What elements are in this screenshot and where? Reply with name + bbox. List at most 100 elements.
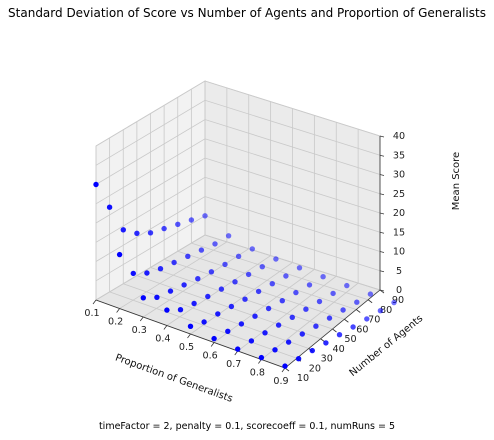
data-point [211, 335, 217, 342]
data-point [248, 338, 255, 344]
grid-line-y [191, 242, 369, 301]
data-point [289, 314, 295, 320]
data-point [177, 307, 184, 313]
data-point [242, 296, 248, 302]
x-tick [139, 316, 144, 322]
data-point [134, 230, 140, 236]
grid-line-z [95, 138, 381, 205]
grid-line-z [95, 234, 381, 301]
data-point [336, 332, 343, 338]
y-tick-label: 50 [344, 334, 356, 345]
data-point [245, 271, 252, 278]
data-point [273, 256, 279, 262]
z-tick-label: 35 [393, 150, 405, 161]
data-point [208, 269, 215, 275]
x-tick [116, 308, 120, 313]
data-point [306, 282, 313, 288]
z-tick [379, 154, 385, 157]
z-tick [379, 231, 385, 234]
data-point [255, 288, 262, 295]
data-point [191, 300, 197, 307]
data-point [279, 298, 285, 304]
scatter-3d-plot: 0.10.20.30.40.50.60.70.80.9 1020304050607… [84, 80, 462, 405]
data-point [93, 181, 99, 188]
data-point [147, 230, 154, 236]
grid-line-z [95, 119, 381, 185]
data-point [391, 299, 397, 306]
data-point [144, 270, 150, 276]
z-tick-label: 40 [393, 131, 405, 142]
z-tick-label: 20 [393, 208, 405, 219]
x-tick-label: 0.5 [179, 342, 194, 353]
data-point [293, 289, 299, 296]
x-tick-label: 0.9 [273, 376, 288, 387]
data-point [181, 282, 187, 288]
y-tick-label: 70 [368, 315, 380, 326]
data-point [232, 279, 238, 285]
data-point [344, 282, 350, 289]
data-point [316, 298, 323, 305]
y-tick-label: 10 [297, 373, 309, 384]
data-point [364, 316, 370, 322]
grid-line-z [95, 99, 381, 166]
data-point [187, 323, 194, 329]
data-point [295, 356, 302, 362]
data-point [215, 311, 221, 317]
x-tick [187, 333, 191, 339]
data-point [201, 319, 207, 325]
grid-line-y [177, 250, 357, 310]
data-point [320, 274, 326, 280]
data-point [309, 347, 315, 354]
x-tick-label: 0.3 [132, 325, 147, 336]
data-point [377, 308, 384, 314]
x-tick [163, 325, 168, 330]
data-point [299, 331, 305, 337]
x-tick-label: 0.2 [108, 317, 123, 328]
data-point [164, 307, 170, 313]
data-point [354, 299, 360, 305]
grid-line-y [123, 283, 309, 349]
x-tick [210, 342, 215, 347]
data-point [202, 213, 208, 219]
x-tick-label: 0.6 [202, 351, 217, 362]
grid-line-y [109, 291, 298, 359]
data-point [161, 225, 167, 232]
data-point [157, 266, 164, 272]
data-point [262, 330, 268, 336]
data-point [330, 290, 336, 297]
z-tick [379, 251, 385, 253]
data-point [285, 339, 292, 345]
y-tick [332, 328, 337, 333]
x-tick [92, 299, 97, 305]
data-point [326, 315, 333, 321]
z-tick-label: 25 [393, 189, 405, 200]
data-point [252, 313, 258, 319]
data-point [116, 251, 123, 258]
data-point [313, 323, 319, 329]
grid-line-z [95, 196, 381, 262]
x-tick-label: 0.1 [84, 308, 99, 319]
grid-line-z [95, 176, 381, 243]
z-tick-label: 0 [396, 285, 402, 296]
data-point [275, 322, 282, 328]
data-point [350, 324, 356, 330]
data-point [212, 241, 218, 247]
data-point [323, 340, 329, 346]
data-point [340, 307, 346, 313]
z-tick [379, 174, 385, 176]
y-tick [356, 309, 361, 313]
data-point [225, 233, 232, 239]
y-tick-label: 90 [392, 295, 404, 306]
data-point [249, 246, 255, 252]
z-tick-label: 10 [393, 247, 405, 258]
y-tick-label: 30 [321, 354, 333, 365]
data-point [140, 295, 146, 301]
x-tick-label: 0.8 [250, 368, 265, 379]
data-point [175, 221, 181, 227]
chart-title: Standard Deviation of Score vs Number of… [8, 6, 486, 20]
z-tick [379, 212, 385, 215]
y-tick-label: 60 [356, 324, 368, 335]
y-tick [344, 318, 349, 323]
grid-line-y [136, 275, 321, 340]
z-tick-label: 5 [396, 266, 402, 277]
